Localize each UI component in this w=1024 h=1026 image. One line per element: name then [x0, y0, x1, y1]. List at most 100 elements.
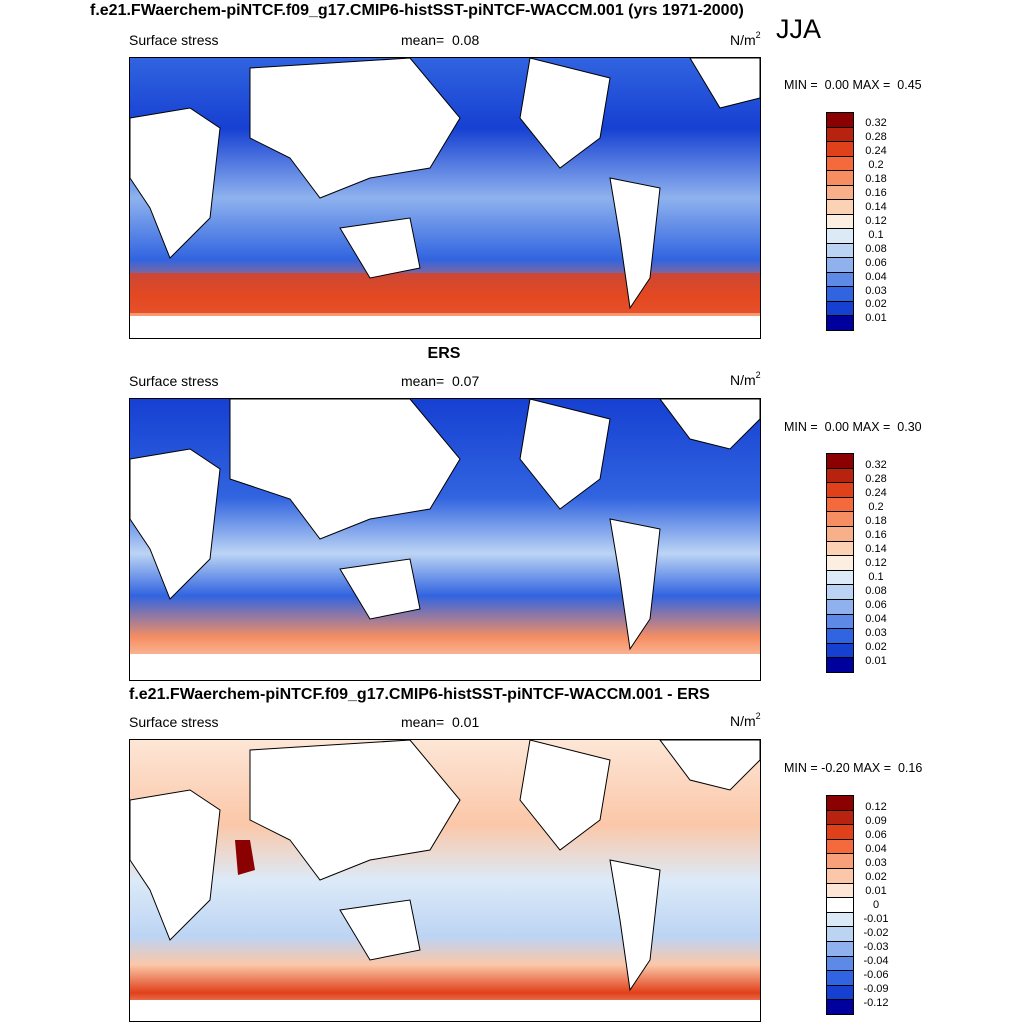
colorbar-level-label: 0.06: [865, 256, 887, 269]
colorbar-swatch: [827, 156, 853, 172]
min-max-label: MIN = 0.00 MAX = 0.45: [784, 78, 922, 92]
main-title: f.e21.FWaerchem-piNTCF.f09_g17.CMIP6-his…: [90, 2, 744, 19]
min-value: -0.20: [821, 761, 850, 775]
colorbar-level-label: 0.03: [865, 856, 887, 869]
units-label: N/m2: [730, 370, 761, 388]
colorbar-swatch: [827, 497, 853, 513]
mean-label: mean= 0.07: [401, 373, 480, 389]
colorbar-level-label: 0.03: [865, 626, 887, 639]
colorbar-swatch: [827, 898, 853, 913]
colorbar-level-label: 0.02: [865, 640, 887, 653]
min-max-label: MIN = 0.00 MAX = 0.30: [784, 420, 922, 434]
mean-label: mean= 0.01: [401, 714, 480, 730]
colorbar-swatch: [827, 956, 853, 972]
max-value: 0.30: [897, 420, 922, 434]
colorbar-swatch: [827, 927, 853, 942]
colorbar-level-label: 0.04: [865, 270, 887, 283]
colorbar-level-label: 0.32: [865, 117, 887, 130]
colorbar-swatch: [827, 810, 853, 826]
mean-value: 0.01: [451, 714, 480, 730]
colorbar-level-label: 0.14: [865, 542, 887, 555]
colorbar-swatch: [827, 629, 853, 644]
colorbar-swatch: [827, 868, 853, 884]
min-value: 0.00: [824, 420, 849, 434]
colorbar-swatch: [827, 541, 853, 557]
min-max-label: MIN = -0.20 MAX = 0.16: [784, 761, 923, 775]
colorbar-level-label: 0.12: [865, 556, 887, 569]
colorbar-level-label: 0.1: [868, 570, 884, 583]
colorbar-swatch: [827, 287, 853, 302]
colorbar-level-label: 0.2: [868, 159, 884, 172]
colorbar-level-label: -0.12: [863, 996, 889, 1009]
mean-value: 0.08: [451, 32, 480, 48]
colorbar-level-label: 0.02: [865, 298, 887, 311]
colorbar-level-label: -0.06: [863, 968, 889, 981]
colorbar-swatch: [827, 839, 853, 855]
min-value: 0.00: [824, 78, 849, 92]
colorbar-swatch: [827, 214, 853, 230]
colorbar-level-label: 0.08: [865, 242, 887, 255]
colorbar-swatch: [827, 113, 853, 128]
colorbar-swatch: [827, 243, 853, 259]
colorbar-level-label: 0.16: [865, 187, 887, 200]
colorbar-swatch: [827, 585, 853, 600]
units-label: N/m2: [730, 30, 761, 48]
map-obs: [129, 398, 761, 681]
colorbar-level-label: 0.01: [865, 654, 887, 667]
colorbar-level-label: -0.09: [863, 982, 889, 995]
colorbar-level-label: 0.09: [865, 814, 887, 827]
colorbar-swatch: [827, 127, 853, 143]
colorbar-level-label: 0.06: [865, 598, 887, 611]
colorbar-swatch: [827, 658, 853, 672]
colorbar-swatch: [827, 614, 853, 630]
colorbar-level-label: 0.1: [868, 228, 884, 241]
colorbar-swatch: [827, 185, 853, 201]
colorbar-level-label: -0.01: [863, 912, 889, 925]
colorbar-swatch: [827, 883, 853, 899]
colorbar-swatch: [827, 200, 853, 215]
colorbar-level-label: 0.28: [865, 472, 887, 485]
colorbar-swatch: [827, 316, 853, 330]
colorbar-swatch: [827, 796, 853, 811]
colorbar-level-label: 0.28: [865, 131, 887, 144]
map-diff: [129, 739, 761, 1022]
map-canvas: [129, 398, 761, 680]
colorbar-level-label: 0.01: [865, 312, 887, 325]
colorbar-swatch: [827, 912, 853, 928]
colorbar-swatch: [827, 599, 853, 615]
colorbar-swatch: [827, 171, 853, 186]
colorbar-level-label: 0.18: [865, 514, 887, 527]
colorbar-swatch: [827, 643, 853, 659]
colorbar-swatch: [827, 512, 853, 527]
colorbar: [826, 453, 854, 673]
colorbar-level-label: 0.24: [865, 145, 887, 158]
map-canvas: [129, 57, 761, 338]
max-value: 0.16: [897, 761, 923, 775]
colorbar-level-label: 0.08: [865, 584, 887, 597]
colorbar-swatch: [827, 229, 853, 244]
colorbar-swatch: [827, 971, 853, 986]
colorbar: [826, 795, 854, 1015]
colorbar-level-label: -0.02: [863, 926, 889, 939]
colorbar-level-label: 0.02: [865, 870, 887, 883]
colorbar-swatch: [827, 468, 853, 484]
colorbar-swatch: [827, 854, 853, 869]
colorbar-swatch: [827, 941, 853, 957]
colorbar-swatch: [827, 142, 853, 157]
colorbar-swatch: [827, 556, 853, 571]
mean-value: 0.07: [451, 373, 480, 389]
variable-label: Surface stress: [129, 32, 219, 48]
colorbar-level-label: 0.04: [865, 612, 887, 625]
colorbar-labels: 0.32 0.28 0.24 0.2 0.18 0.16 0.14 0.12 0.1 0.08 0.…: [860, 117, 892, 326]
colorbar-swatch: [827, 454, 853, 469]
colorbar-level-label: 0.14: [865, 200, 887, 213]
colorbar-level-label: -0.03: [863, 940, 889, 953]
colorbar-swatch: [827, 825, 853, 840]
colorbar-swatch: [827, 985, 853, 1001]
colorbar-swatch: [827, 483, 853, 498]
colorbar-swatch: [827, 526, 853, 542]
colorbar-level-label: 0.24: [865, 486, 887, 499]
colorbar-swatch: [827, 272, 853, 288]
colorbar-level-label: 0.2: [868, 500, 884, 513]
colorbar-level-label: 0.01: [865, 884, 887, 897]
